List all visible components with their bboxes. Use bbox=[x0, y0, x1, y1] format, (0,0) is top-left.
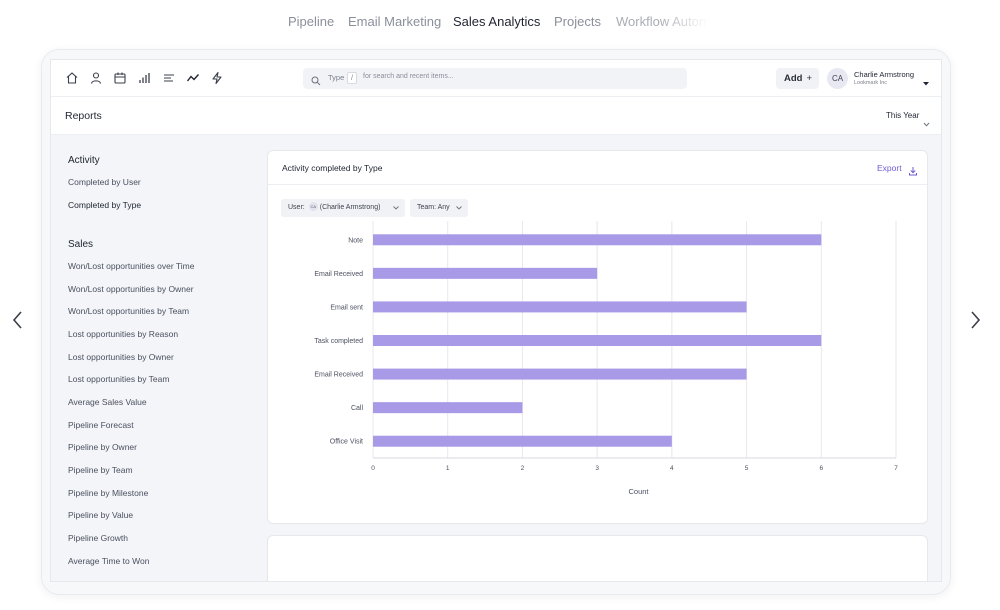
x-axis-title: Count bbox=[628, 487, 649, 496]
sidebar-item-lost-by-owner[interactable]: Lost opportunities by Owner bbox=[68, 352, 174, 362]
sidebar-item-average-time-to-won[interactable]: Average Time to Won bbox=[68, 556, 150, 566]
plus-icon: + bbox=[806, 73, 812, 84]
sidebar-item-lost-by-reason[interactable]: Lost opportunities by Reason bbox=[68, 329, 179, 339]
category-label: Call bbox=[351, 405, 364, 412]
user-organization: Lookmark Inc bbox=[854, 80, 888, 86]
x-tick-label: 0 bbox=[371, 465, 375, 472]
search-placeholder: for search and recent items... bbox=[363, 73, 454, 80]
calendar-icon[interactable] bbox=[113, 71, 127, 85]
chevron-down-icon bbox=[393, 206, 399, 210]
search-icon bbox=[311, 73, 321, 91]
add-button[interactable]: Add + bbox=[776, 68, 819, 89]
app-header: Type / for search and recent items... Ad… bbox=[51, 60, 941, 97]
list-icon[interactable] bbox=[162, 71, 176, 85]
user-filter[interactable]: User: CA (Charlie Armstrong) bbox=[281, 199, 405, 217]
user-name[interactable]: Charlie Armstrong bbox=[854, 70, 915, 79]
product-tabs: Pipeline Email Marketing Sales Analytics… bbox=[0, 14, 1000, 32]
user-filter-avatar: CA bbox=[308, 202, 318, 212]
x-tick-label: 2 bbox=[521, 465, 525, 472]
team-filter[interactable]: Team: Any bbox=[410, 199, 468, 217]
bar-chart-icon[interactable] bbox=[137, 71, 151, 85]
chevron-down-icon[interactable] bbox=[922, 74, 930, 92]
download-icon[interactable] bbox=[908, 163, 918, 181]
activity-bar-chart: Note Email Received Email sent Task complet… bbox=[314, 221, 898, 496]
chevron-down-icon[interactable] bbox=[923, 114, 930, 132]
category-label: Email Received bbox=[314, 271, 363, 278]
user-filter-value: (Charlie Armstrong) bbox=[319, 204, 381, 211]
tab-fade-overlay bbox=[660, 14, 720, 32]
search-bar[interactable]: Type / for search and recent items... bbox=[303, 68, 687, 89]
bar bbox=[373, 435, 672, 447]
bar bbox=[373, 301, 747, 313]
secondary-report-card bbox=[267, 535, 928, 581]
bar bbox=[373, 234, 822, 246]
export-button[interactable]: Export bbox=[877, 163, 902, 173]
user-filter-label: User: bbox=[288, 204, 305, 211]
sidebar-item-pipeline-forecast[interactable]: Pipeline Forecast bbox=[68, 420, 134, 430]
add-button-label: Add bbox=[784, 73, 803, 84]
lightning-icon[interactable] bbox=[210, 71, 224, 85]
tab-email-marketing[interactable]: Email Marketing bbox=[348, 14, 442, 29]
sidebar-item-won-lost-by-owner[interactable]: Won/Lost opportunities by Owner bbox=[68, 284, 194, 294]
x-tick-label: 4 bbox=[670, 465, 674, 472]
reports-body: Activity Completed by User Completed by … bbox=[51, 135, 941, 581]
sidebar-item-pipeline-growth[interactable]: Pipeline Growth bbox=[68, 533, 129, 543]
sidebar-item-won-lost-over-time[interactable]: Won/Lost opportunities over Time bbox=[68, 261, 195, 271]
sidebar-heading-activity: Activity bbox=[68, 155, 100, 166]
x-tick-label: 6 bbox=[819, 465, 823, 472]
card-title: Activity completed by Type bbox=[282, 163, 383, 173]
sidebar-item-completed-by-user[interactable]: Completed by User bbox=[68, 177, 141, 187]
category-label: Email sent bbox=[330, 304, 363, 311]
user-icon[interactable] bbox=[89, 71, 103, 85]
sidebar-item-pipeline-by-team[interactable]: Pipeline by Team bbox=[68, 465, 133, 475]
search-type-label: Type bbox=[328, 73, 345, 82]
sidebar-heading-sales: Sales bbox=[68, 239, 94, 250]
sidebar-item-average-sales-value[interactable]: Average Sales Value bbox=[68, 397, 147, 407]
report-card: Activity completed by Type Export User: C… bbox=[267, 150, 928, 524]
avatar[interactable]: CA bbox=[827, 68, 848, 89]
sidebar-item-pipeline-by-milestone[interactable]: Pipeline by Milestone bbox=[68, 488, 149, 498]
reports-header: Reports This Year bbox=[51, 97, 941, 135]
previous-arrow-icon[interactable] bbox=[8, 308, 28, 332]
next-arrow-icon[interactable] bbox=[965, 308, 985, 332]
trend-line-icon[interactable] bbox=[186, 71, 200, 85]
bar bbox=[373, 335, 822, 346]
team-filter-label: Team: Any bbox=[417, 204, 450, 211]
period-select[interactable]: This Year bbox=[886, 111, 920, 120]
sidebar-item-pipeline-by-owner[interactable]: Pipeline by Owner bbox=[68, 442, 137, 452]
search-shortcut-key: / bbox=[347, 72, 357, 84]
category-label: Note bbox=[348, 237, 363, 244]
chevron-down-icon bbox=[456, 206, 462, 210]
home-icon[interactable] bbox=[65, 71, 79, 85]
x-tick-label: 3 bbox=[595, 465, 599, 472]
category-label: Task completed bbox=[314, 338, 363, 345]
sidebar-item-won-lost-by-team[interactable]: Won/Lost opportunities by Team bbox=[68, 306, 190, 316]
x-tick-label: 5 bbox=[745, 465, 749, 472]
x-tick-label: 7 bbox=[894, 465, 898, 472]
card-header: Activity completed by Type Export bbox=[268, 151, 927, 185]
sidebar-item-lost-by-team[interactable]: Lost opportunities by Team bbox=[68, 374, 170, 384]
page-title: Reports bbox=[65, 110, 102, 122]
x-tick-label: 1 bbox=[446, 465, 450, 472]
tab-sales-analytics[interactable]: Sales Analytics bbox=[453, 14, 541, 29]
category-label: Office Visit bbox=[330, 439, 363, 446]
bar bbox=[373, 402, 523, 414]
sidebar-item-completed-by-type[interactable]: Completed by Type bbox=[68, 200, 142, 210]
tab-projects[interactable]: Projects bbox=[554, 14, 601, 29]
bar bbox=[373, 267, 598, 279]
bar bbox=[373, 368, 747, 380]
app-window: Type / for search and recent items... Ad… bbox=[50, 59, 942, 582]
tab-pipeline[interactable]: Pipeline bbox=[288, 14, 335, 29]
sidebar-item-pipeline-by-value[interactable]: Pipeline by Value bbox=[68, 510, 134, 520]
category-label: Email Received bbox=[314, 372, 363, 379]
